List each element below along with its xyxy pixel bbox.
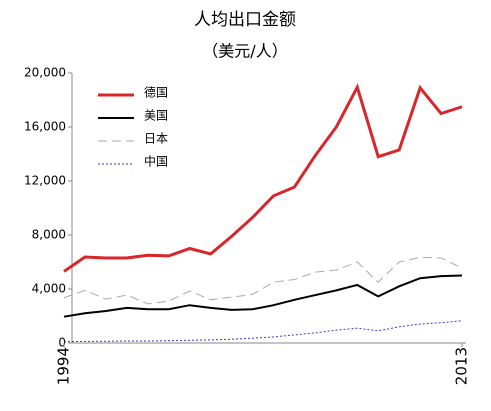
series-line [63,274,463,318]
y-tick-label: 0 [58,336,66,350]
chart-subtitle: （美元/人） [202,42,287,61]
chart-title: 人均出口金额 [194,10,296,30]
y-tick-label: 12,000 [24,174,66,188]
y-tick-label: 4,000 [32,282,66,296]
x-tick-label: 2013 [453,347,471,385]
series-line [63,320,463,343]
y-tick-label: 20,000 [24,66,66,80]
y-tick-label: 8,000 [32,228,66,242]
legend-label: 美国 [144,109,168,123]
series-line [63,256,463,305]
legend-label: 德国 [144,85,168,100]
y-tick-label: 16,000 [24,120,66,134]
legend-label: 中国 [144,154,168,169]
legend-label: 日本 [144,132,168,146]
x-tick-label: 1994 [55,347,73,385]
series-line [63,83,463,273]
